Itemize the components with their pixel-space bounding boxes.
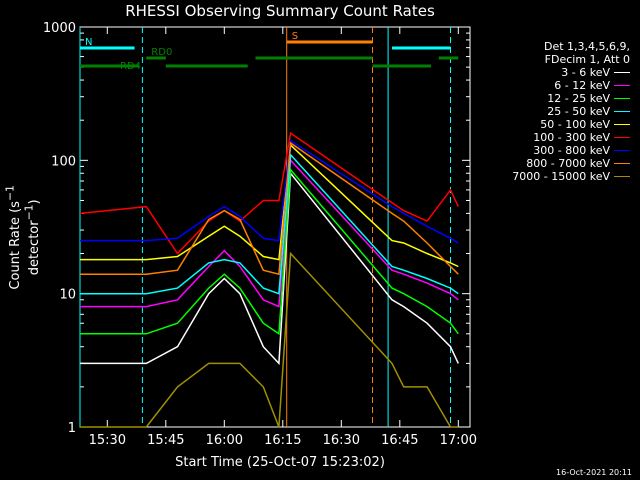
legend-header-2: FDecim 1, Att 0: [544, 53, 630, 66]
flag-bar-label: RD4: [120, 61, 141, 72]
legend-entry: 3 - 6 keV: [478, 66, 630, 79]
y-tick-label: 1000: [43, 21, 76, 36]
y-axis-title: Count Rate (s−1 detector−1): [3, 185, 43, 290]
legend: Det 1,3,4,5,6,9, FDecim 1, Att 0 3 - 6 k…: [478, 40, 630, 183]
legend-entry: 12 - 25 keV: [478, 92, 630, 105]
legend-swatch: [614, 72, 630, 73]
flag-bar-label: S: [292, 31, 298, 42]
legend-entry: 800 - 7000 keV: [478, 157, 630, 170]
legend-entry: 6 - 12 keV: [478, 79, 630, 92]
x-tick-label: 16:00: [206, 433, 243, 448]
x-tick-label: 15:45: [147, 433, 184, 448]
series-line: [80, 171, 459, 366]
x-tick-label: 16:45: [381, 433, 418, 448]
footer-stamp: 16-Oct-2021 20:11: [556, 468, 632, 477]
y-tick-label: 100: [51, 154, 76, 169]
legend-swatch: [614, 150, 630, 151]
legend-entry-label: 100 - 300 keV: [533, 131, 610, 144]
plot-frame: [79, 26, 471, 428]
x-tick-label: 15:30: [89, 433, 126, 448]
x-axis-title: Start Time (25-Oct-07 15:23:02): [175, 455, 385, 470]
series-line: [79, 131, 459, 255]
legend-entry: 50 - 100 keV: [478, 118, 630, 131]
legend-entry: 100 - 300 keV: [478, 131, 630, 144]
flag-bar-label: N: [85, 37, 92, 48]
series-line: [80, 158, 459, 308]
legend-entry-label: 3 - 6 keV: [561, 66, 610, 79]
series-line: [80, 143, 459, 268]
legend-entry: 7000 - 15000 keV: [478, 170, 630, 183]
legend-entry-label: 300 - 800 keV: [533, 144, 610, 157]
series-line: [80, 139, 459, 244]
x-tick-label: 16:15: [264, 433, 301, 448]
legend-header-1: Det 1,3,4,5,6,9,: [543, 40, 630, 53]
flag-bar-label: RD0: [151, 47, 172, 58]
y-tick-label: 1: [68, 421, 76, 436]
legend-swatch: [614, 137, 630, 138]
legend-swatch: [614, 176, 630, 177]
legend-entry-label: 50 - 100 keV: [540, 118, 610, 131]
series-line: [80, 141, 459, 276]
x-tick-label: 17:00: [440, 433, 477, 448]
x-tick-label: 16:30: [323, 433, 360, 448]
legend-entry-label: 25 - 50 keV: [547, 105, 610, 118]
y-tick-label: 10: [59, 288, 76, 303]
legend-swatch: [614, 111, 630, 112]
series-line: [80, 251, 459, 428]
legend-entry: 300 - 800 keV: [478, 144, 630, 157]
legend-swatch: [614, 85, 630, 86]
series-line: [80, 167, 459, 336]
legend-entry-label: 12 - 25 keV: [547, 92, 610, 105]
legend-entry-label: 7000 - 15000 keV: [512, 170, 610, 183]
series-line: [80, 153, 459, 295]
legend-entry-label: 800 - 7000 keV: [526, 157, 610, 170]
legend-swatch: [614, 124, 630, 125]
legend-entry: 25 - 50 keV: [478, 105, 630, 118]
legend-entry-label: 6 - 12 keV: [554, 79, 610, 92]
legend-swatch: [614, 163, 630, 164]
legend-swatch: [614, 98, 630, 99]
chart-title: RHESSI Observing Summary Count Rates: [125, 2, 435, 20]
